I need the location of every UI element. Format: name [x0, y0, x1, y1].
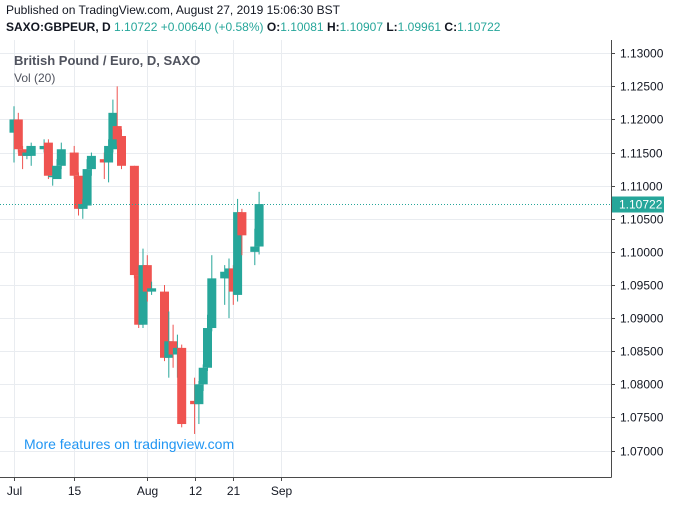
x-tick-label: 21: [227, 484, 241, 498]
y-tick-label: 1.12500: [620, 80, 664, 94]
grid-lines: [0, 40, 611, 477]
candle-body: [198, 367, 208, 385]
price-chart[interactable]: 1.10722 1.07000 1.07500 1.08000 1.08500 1.09…: [0, 40, 677, 511]
candle-body: [13, 119, 23, 150]
published-line: Published on TradingView.com, August 27,…: [6, 3, 341, 17]
low-label: L:: [386, 20, 398, 34]
candle-body: [56, 149, 66, 166]
candle-body: [43, 142, 53, 176]
x-tick-label: 15: [68, 484, 82, 498]
symbol-label: SAXO:GBPEUR, D: [6, 20, 111, 34]
promo-link[interactable]: More features on tradingview.com: [24, 436, 234, 452]
y-tick-label: 1.10000: [620, 246, 664, 260]
close-value: 1.10722: [457, 20, 501, 34]
candle-body: [207, 278, 217, 329]
candle-body: [237, 212, 247, 236]
price-change: +0.00640 (+0.58%): [160, 20, 264, 34]
candle: [13, 112, 23, 153]
candle-series: [9, 86, 264, 434]
current-price-line: 1.10722: [0, 196, 664, 213]
high-value: 1.10907: [339, 20, 383, 34]
y-tick-label: 1.07000: [620, 445, 664, 459]
candle: [177, 344, 187, 428]
candle-body: [254, 204, 264, 247]
quote-line: SAXO:GBPEUR, D 1.10722 +0.00640 (+0.58%)…: [6, 19, 677, 36]
candle-body: [69, 152, 79, 176]
candle: [194, 380, 204, 425]
candle: [18, 145, 28, 170]
y-tick-label: 1.11000: [620, 180, 663, 194]
legend-volume: Vol (20): [14, 71, 55, 85]
candle-body: [104, 145, 114, 163]
candle-body: [117, 136, 126, 166]
open-value: 1.10081: [280, 20, 324, 34]
y-tick-label: 1.09500: [620, 279, 664, 293]
candle-body: [147, 288, 157, 292]
candle: [43, 139, 53, 180]
candle-body: [233, 212, 243, 295]
last-price: 1.10722: [114, 20, 158, 34]
y-tick-label: 1.07500: [620, 411, 664, 425]
close-label: C:: [444, 20, 458, 34]
x-tick-label: Sep: [271, 484, 293, 498]
candle: [237, 208, 247, 256]
candle-body: [194, 384, 204, 405]
candle-body: [82, 169, 92, 206]
candle-body: [129, 165, 139, 276]
candle-body: [138, 265, 148, 325]
candle-body: [74, 175, 83, 209]
x-tick-label: Aug: [137, 484, 158, 498]
y-tick-label: 1.13000: [620, 47, 664, 61]
candle-body: [112, 126, 122, 140]
legend-title: British Pound / Euro, D, SAXO: [14, 53, 200, 68]
candle-body: [52, 165, 62, 180]
candle: [56, 142, 66, 170]
x-tick-label: Jul: [7, 484, 22, 498]
current-price-tag: [612, 196, 664, 213]
candle: [117, 129, 126, 170]
candle: [112, 86, 122, 146]
low-value: 1.09961: [397, 20, 442, 34]
current-price-tag-label: 1.10722: [619, 198, 663, 212]
candle-body: [160, 291, 169, 358]
candle: [198, 364, 208, 391]
candle: [26, 142, 36, 166]
y-tick-label: 1.08500: [620, 345, 664, 359]
y-tick-label: 1.11500: [620, 147, 663, 161]
y-tick-label: 1.12000: [620, 113, 664, 127]
candle-body: [177, 347, 187, 425]
axes: 1.07000 1.07500 1.08000 1.08500 1.09000 1.095…: [0, 40, 664, 498]
candle: [142, 255, 152, 302]
y-tick-label: 1.08000: [620, 378, 664, 392]
candle: [207, 255, 217, 332]
x-tick-label: 12: [189, 484, 203, 498]
candle: [86, 152, 96, 176]
y-tick-label: 1.09000: [620, 312, 664, 326]
candle: [74, 172, 83, 216]
y-tick-label: 1.10500: [620, 213, 664, 227]
candle: [129, 165, 139, 279]
candle: [69, 145, 79, 180]
chart-header: Published on TradingView.com, August 27,…: [6, 2, 677, 40]
high-label: H:: [326, 20, 340, 34]
open-label: O:: [266, 20, 281, 34]
candle: [254, 191, 264, 255]
candle-body: [78, 204, 88, 209]
candle-body: [26, 145, 36, 156]
candle: [168, 324, 178, 368]
candle-body: [203, 328, 212, 368]
candle-body: [250, 246, 260, 252]
candle-body: [142, 265, 152, 292]
candle: [147, 281, 157, 295]
candle-body: [86, 155, 96, 170]
